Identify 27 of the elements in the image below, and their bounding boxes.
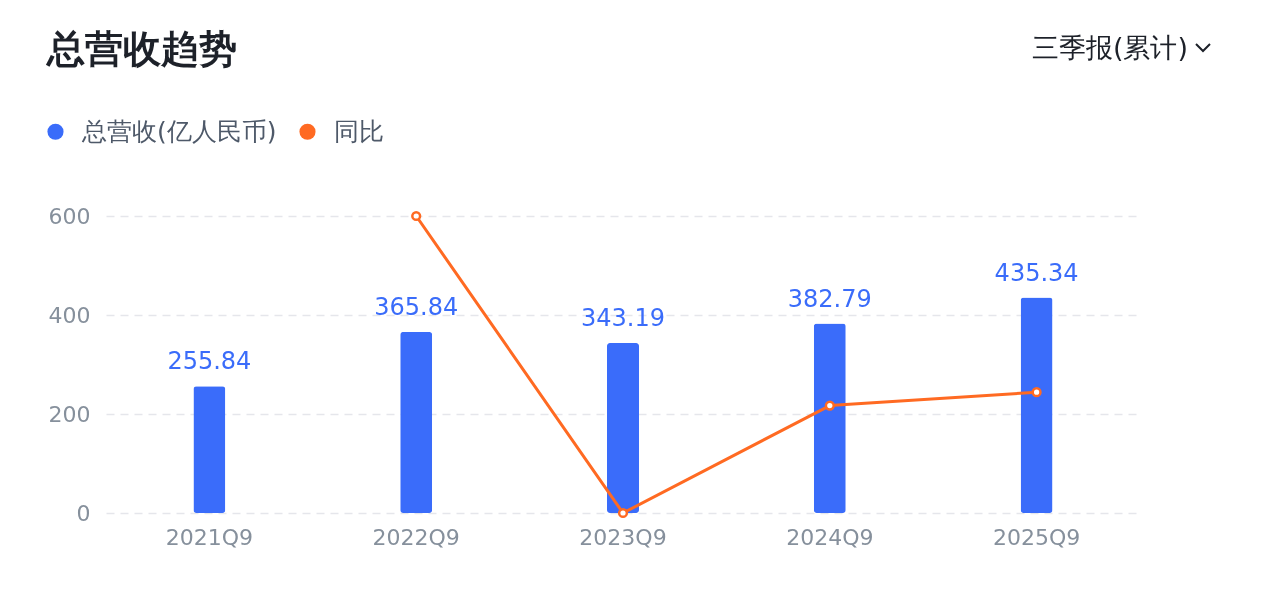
bar — [193, 386, 226, 513]
data-label: 382.79 — [787, 284, 872, 313]
point — [411, 210, 422, 222]
bar — [1020, 297, 1053, 513]
y-tick-label: 0 — [76, 500, 91, 526]
y-tick-label: 600 — [48, 203, 91, 229]
point — [617, 507, 629, 519]
x-tick-label: 2021Q9 — [165, 524, 254, 550]
point — [1031, 387, 1042, 398]
y-tick-label: 400 — [48, 302, 91, 328]
chart-title: 总营收趋势 — [47, 26, 237, 73]
legend-label: 同比 — [334, 116, 384, 146]
bar — [607, 343, 639, 513]
legend-label: 总营收(亿人民币) — [81, 116, 277, 146]
data-label: 365.84 — [374, 292, 459, 321]
text: 三季报(累计) — [1031, 31, 1188, 65]
x-tick-label: 2024Q9 — [786, 524, 874, 550]
x-tick-label: 2025Q9 — [992, 524, 1081, 550]
data-label: 435.34 — [994, 258, 1079, 287]
y-tick-label: 200 — [48, 401, 91, 427]
x-tick-label: 2022Q9 — [372, 524, 460, 550]
bar — [813, 323, 846, 513]
x-tick-label: 2023Q9 — [579, 524, 667, 550]
point — [824, 400, 835, 411]
bar — [400, 331, 433, 513]
data-label: 255.84 — [167, 347, 252, 376]
data-label: 343.19 — [581, 304, 665, 333]
